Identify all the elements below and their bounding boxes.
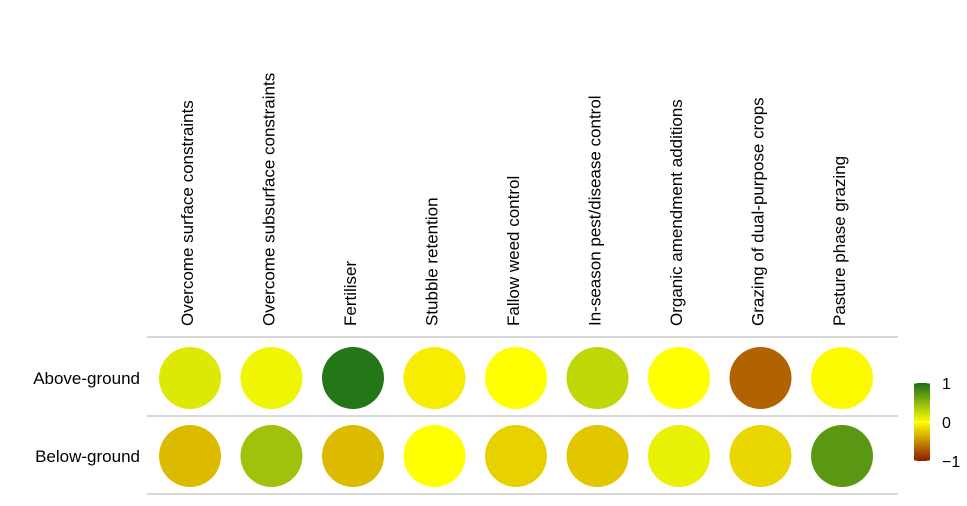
heatmap-cell (811, 347, 873, 409)
heatmap-cell (403, 425, 466, 487)
heatmap-cell (566, 347, 629, 409)
heatmap-cell (159, 347, 221, 409)
row-label: Above-ground (33, 369, 140, 388)
column-label: Organic amendment additions (667, 99, 686, 326)
column-labels: Overcome surface constraints Overcome sub… (178, 73, 849, 326)
heatmap-cell (159, 425, 221, 487)
heatmap-cell (240, 425, 303, 487)
column-label: Grazing of dual-purpose crops (749, 97, 768, 326)
colorbar-tick-label: −1 (942, 454, 960, 471)
colorbar: 1 0 −1 (914, 376, 960, 471)
heatmap-cell (566, 425, 629, 487)
column-label: Stubble retention (423, 197, 442, 326)
heatmap-cell (322, 425, 384, 487)
column-label: In-season pest/disease control (586, 95, 605, 326)
heatmap-cell (648, 347, 710, 409)
column-label: Fallow weed control (504, 176, 523, 326)
row-separators (147, 336, 898, 495)
heatmap-cells (159, 347, 873, 487)
colorbar-tick-label: 0 (942, 415, 951, 432)
heatmap-cell (240, 347, 303, 409)
column-label: Overcome surface constraints (178, 100, 197, 326)
heatmap-cell (322, 347, 384, 409)
heatmap-cell (729, 347, 792, 409)
row-labels: Above-ground Below-ground (33, 369, 140, 466)
column-label: Fertiliser (341, 260, 360, 326)
heatmap-cell (729, 425, 792, 487)
colorbar-gradient (914, 383, 930, 461)
colorbar-tick-label: 1 (942, 376, 951, 393)
heatmap-cell (403, 347, 466, 409)
heatmap-cell (811, 425, 873, 487)
column-label: Overcome subsurface constraints (260, 73, 279, 326)
heatmap-cell (648, 425, 710, 487)
column-label: Pasture phase grazing (830, 156, 849, 326)
heatmap-cell (485, 425, 547, 487)
heatmap-cell (485, 347, 547, 409)
row-label: Below-ground (35, 447, 140, 466)
